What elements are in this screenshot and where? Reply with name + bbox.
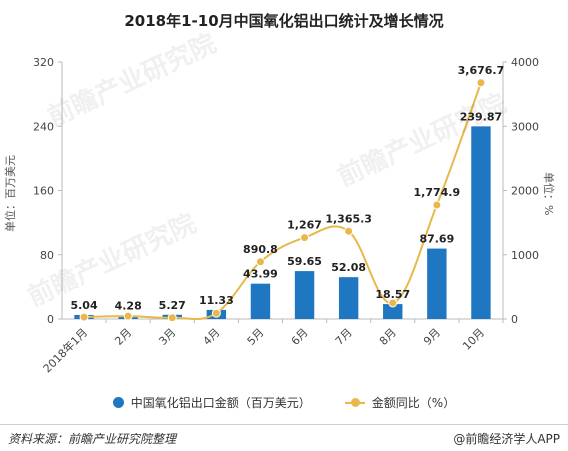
right-axis-title: 单位：% xyxy=(542,172,555,216)
bar-data-label: 239.87 xyxy=(460,110,502,123)
legend-label-bar: 中国氧化铝出口金额（百万美元） xyxy=(130,396,311,410)
line-data-label: 3,676.7 xyxy=(458,64,505,77)
bar-data-label: 18.57 xyxy=(375,288,410,301)
line-data-label: 1,365.3 xyxy=(325,212,372,225)
legend-item-bar[interactable]: 中国氧化铝出口金额（百万美元） xyxy=(112,394,311,411)
bar xyxy=(338,277,359,319)
legend: 中国氧化铝出口金额（百万美元） 金额同比（%） xyxy=(0,394,568,411)
growth-point xyxy=(432,200,442,210)
left-axis-tick-label: 0 xyxy=(47,313,54,326)
source-note: 资料来源：前瞻产业研究院整理 xyxy=(8,432,177,446)
bar-data-label: 59.65 xyxy=(287,255,322,268)
footer: 资料来源：前瞻产业研究院整理 @前瞻经济学人APP xyxy=(0,424,568,451)
bar-data-label: 4.28 xyxy=(115,300,142,313)
bar-data-label: 52.08 xyxy=(331,261,366,274)
line-data-label: 1,774.9 xyxy=(414,186,461,199)
brand-credit: @前瞻经济学人APP xyxy=(453,432,560,446)
line-series-swatch xyxy=(344,397,365,407)
bar-series-swatch xyxy=(112,397,124,408)
growth-point xyxy=(255,257,265,267)
bar-data-label: 5.27 xyxy=(159,299,186,312)
right-axis-tick-label: 2000 xyxy=(511,185,539,198)
x-axis-tick-label: 9月 xyxy=(421,326,443,348)
x-axis-tick-label: 8月 xyxy=(377,326,399,348)
right-axis-tick-label: 4000 xyxy=(511,56,539,69)
x-axis-tick-label: 6月 xyxy=(289,326,311,348)
left-axis-tick-label: 320 xyxy=(33,56,54,69)
line-data-label: 1,267 xyxy=(287,219,322,232)
x-axis-tick-label: 10月 xyxy=(460,326,487,353)
bar xyxy=(250,283,271,319)
legend-label-line: 金额同比（%） xyxy=(371,396,456,410)
growth-point xyxy=(344,226,354,236)
x-axis-tick-label: 5月 xyxy=(245,326,267,348)
x-axis-tick-label: 4月 xyxy=(201,326,223,348)
growth-line xyxy=(84,82,482,321)
growth-point xyxy=(123,311,133,321)
right-axis-tick-label: 0 xyxy=(511,313,518,326)
line-data-label: 890.8 xyxy=(243,243,278,256)
growth-point xyxy=(300,233,310,243)
left-axis-title: 单位：百万美元 xyxy=(4,155,17,232)
chart-title: 2018年1-10月中国氧化铝出口统计及增长情况 xyxy=(124,12,444,30)
legend-item-line[interactable]: 金额同比（%） xyxy=(344,394,456,411)
growth-point xyxy=(79,312,89,322)
growth-point xyxy=(167,313,177,323)
right-axis-tick-label: 3000 xyxy=(511,120,539,133)
bar-data-label: 5.04 xyxy=(70,299,97,312)
right-axis-tick-label: 1000 xyxy=(511,249,539,262)
bar xyxy=(294,271,315,319)
bar xyxy=(383,304,403,319)
bar-data-label: 87.69 xyxy=(419,233,454,246)
bar-data-label: 11.33 xyxy=(199,294,234,307)
bar xyxy=(471,126,491,320)
bar xyxy=(427,248,447,319)
left-axis-tick-label: 160 xyxy=(33,185,54,198)
growth-point xyxy=(388,298,398,308)
x-axis-tick-label: 7月 xyxy=(333,326,355,348)
left-axis-tick-label: 240 xyxy=(33,120,54,133)
x-axis-tick-label: 2月 xyxy=(112,326,134,348)
x-axis-tick-label: 3月 xyxy=(156,326,178,348)
growth-point xyxy=(211,308,221,318)
x-axis-tick-label: 2018年1月 xyxy=(40,325,90,375)
growth-point xyxy=(476,78,486,88)
bar-data-label: 43.99 xyxy=(243,268,278,281)
left-axis-tick-label: 80 xyxy=(40,249,54,262)
